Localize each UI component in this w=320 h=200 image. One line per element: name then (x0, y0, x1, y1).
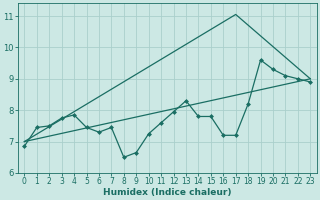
X-axis label: Humidex (Indice chaleur): Humidex (Indice chaleur) (103, 188, 232, 197)
